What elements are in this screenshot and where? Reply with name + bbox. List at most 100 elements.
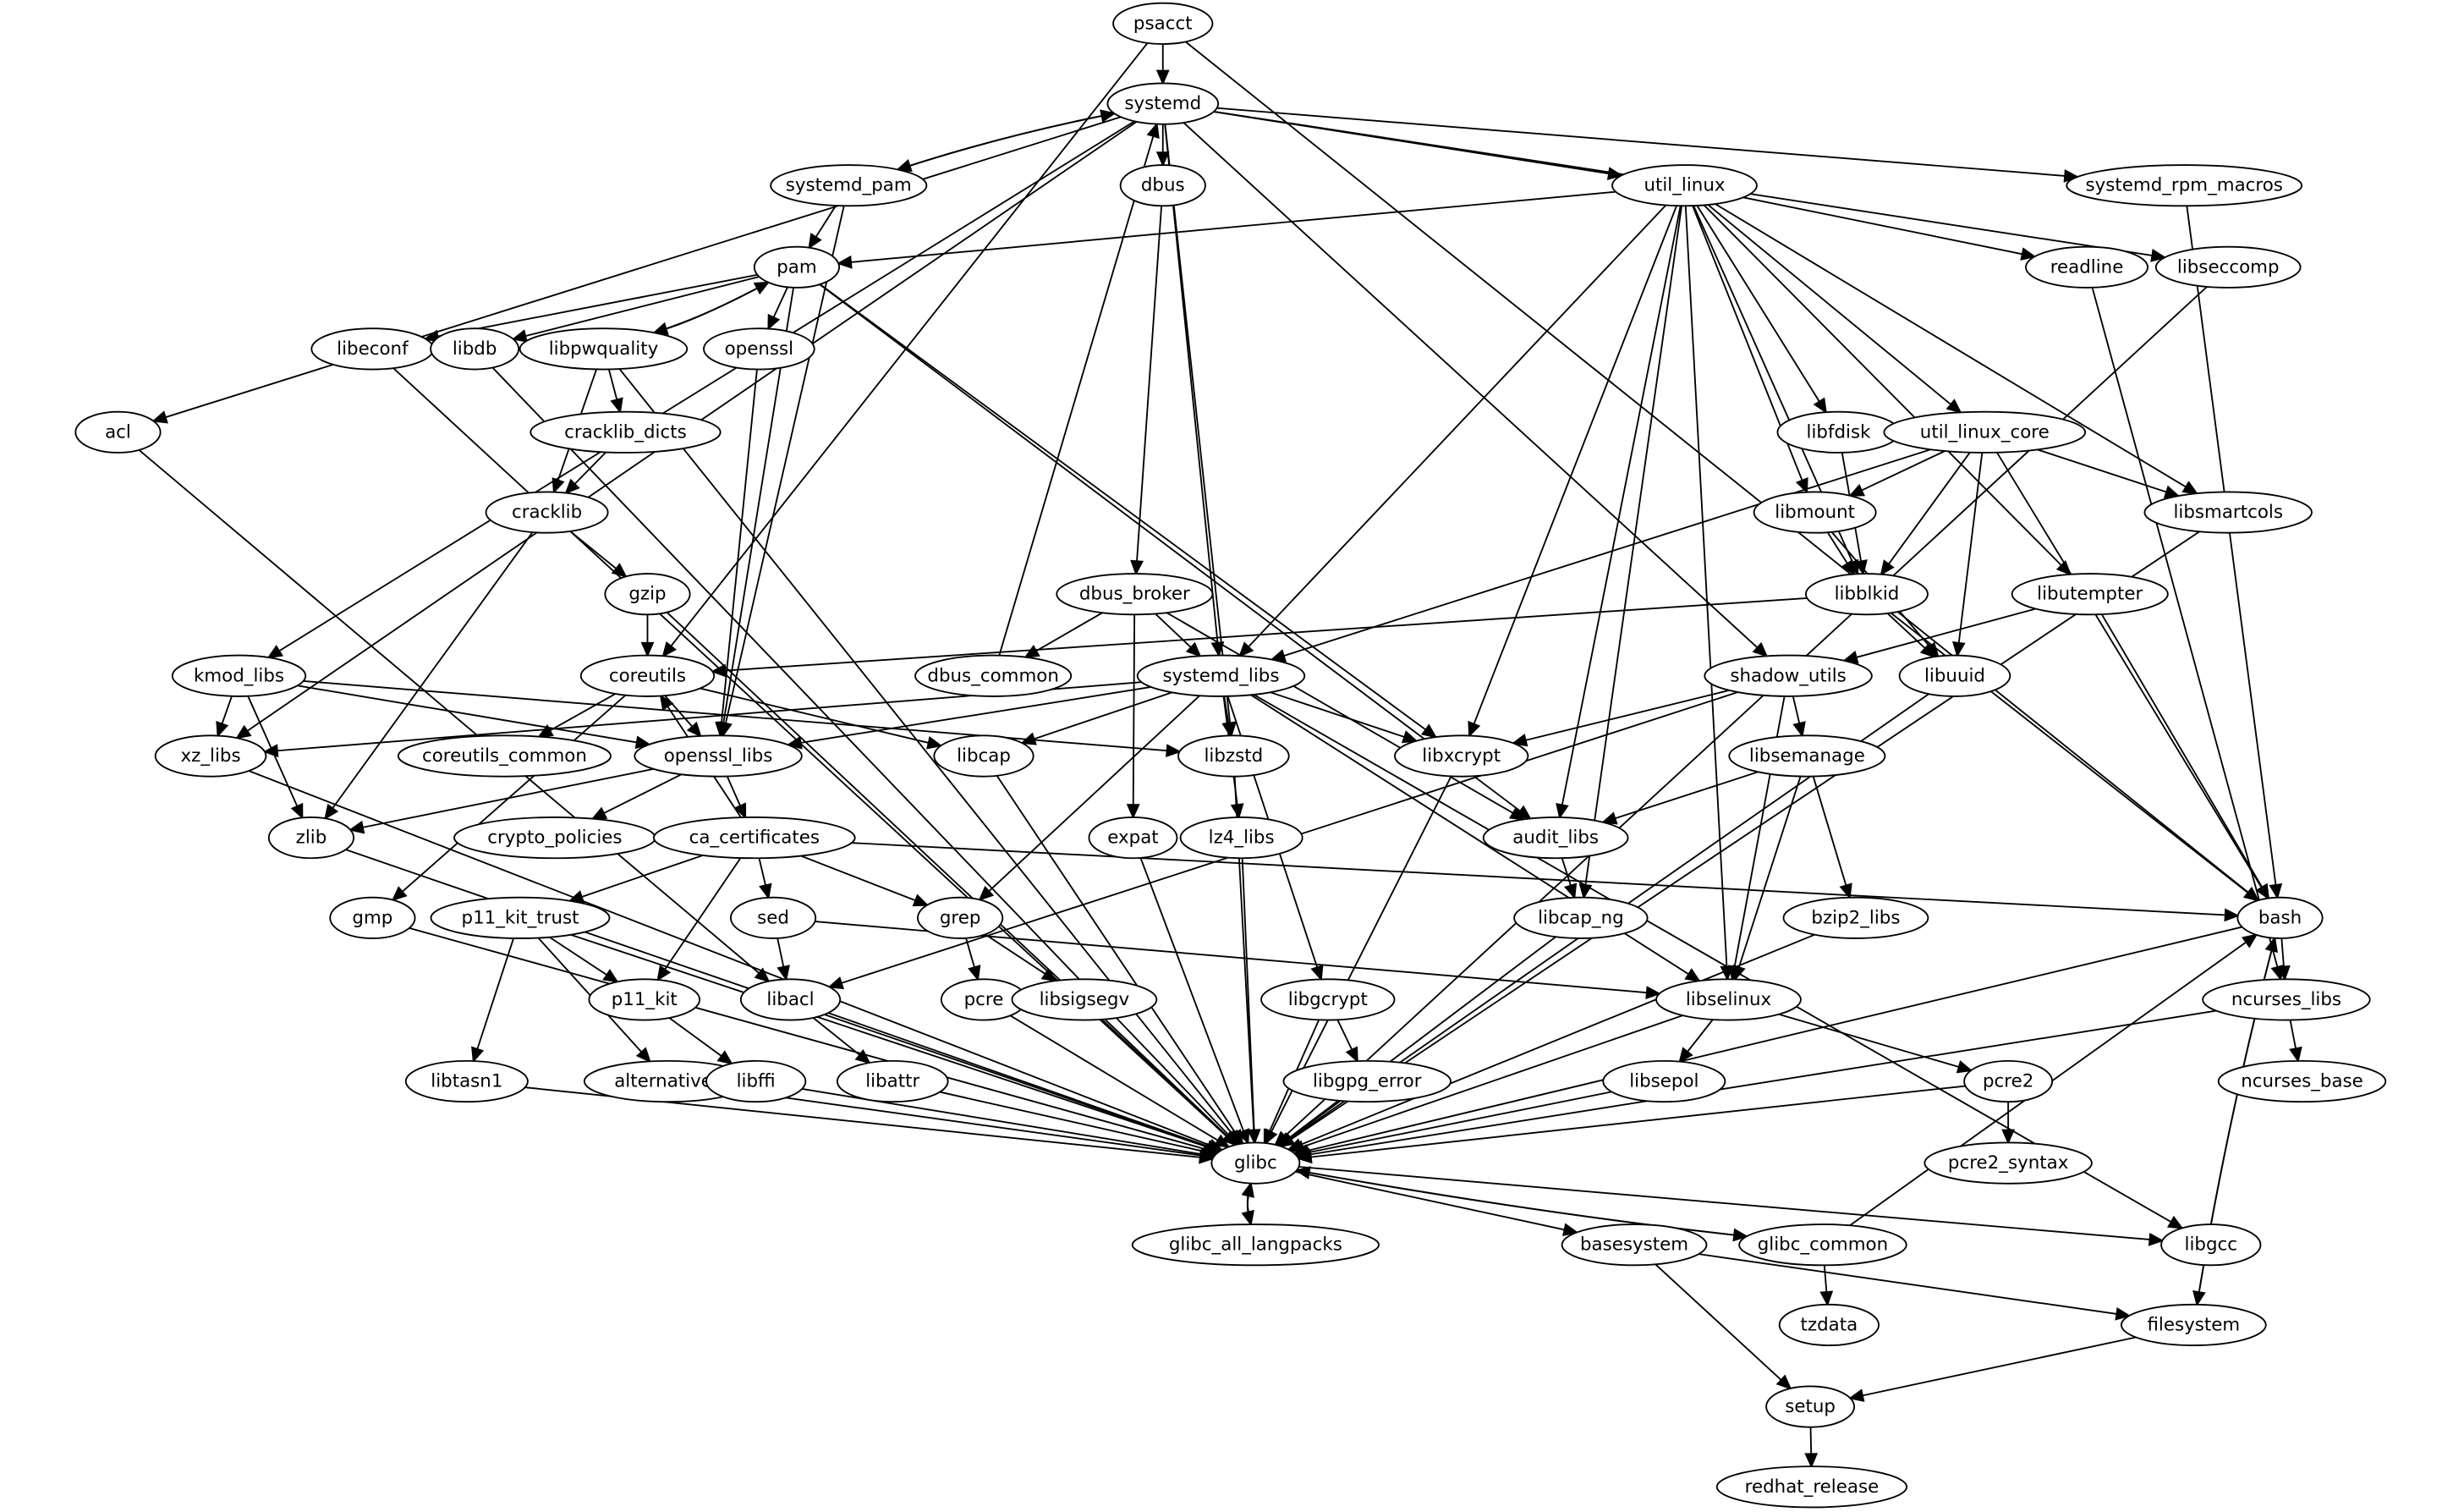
arrowhead-icon bbox=[1126, 804, 1140, 820]
node-label: p11_kit_trust bbox=[462, 907, 579, 928]
node-ellipse bbox=[1883, 410, 2087, 454]
arrowhead-icon bbox=[2242, 933, 2258, 948]
node-pam: pam bbox=[753, 245, 841, 289]
edge-ca-certificates-to-p11-kit-trust bbox=[568, 854, 704, 904]
node-alternatives: alternatives bbox=[583, 1059, 753, 1103]
node-label: libsemanage bbox=[1749, 745, 1865, 767]
edge-pcre2-to-pcre2-syntax bbox=[2001, 1102, 2016, 1145]
node-label: libgcrypt bbox=[1288, 989, 1368, 1010]
edge-util-linux-to-readline bbox=[1742, 196, 2037, 261]
edge-line bbox=[402, 694, 627, 893]
edge-line bbox=[248, 770, 1211, 1146]
node-ellipse bbox=[329, 896, 416, 939]
edge-coreutils-to-libcap bbox=[700, 687, 943, 750]
node-label: libmount bbox=[1775, 502, 1855, 523]
edge-systemd-rpm-macros-to-bash bbox=[2186, 206, 2283, 900]
edge-systemd-libs-to-libselinux bbox=[1250, 694, 1701, 982]
edge-kmod-libs-to-xz-libs bbox=[216, 696, 233, 738]
edge-shadow-utils-to-libsemanage bbox=[1792, 696, 1806, 738]
edge-line bbox=[988, 695, 1200, 892]
arrowhead-icon bbox=[1956, 1060, 1973, 1074]
arrowhead-icon bbox=[1420, 723, 1438, 739]
node-label: acl bbox=[105, 421, 131, 443]
node-label: ncurses_libs bbox=[2231, 989, 2341, 1010]
arrowhead-icon bbox=[656, 965, 672, 981]
node-ellipse bbox=[1282, 1059, 1452, 1103]
node-ellipse bbox=[530, 410, 722, 454]
node-label: systemd_pam bbox=[786, 175, 912, 196]
node-label: psacct bbox=[1133, 13, 1193, 34]
edge-dbus-broker-to-audit-libs bbox=[1166, 612, 1526, 821]
edge-psacct-to-systemd bbox=[1155, 44, 1170, 85]
arrowhead-icon bbox=[635, 1047, 651, 1064]
arrowhead-icon bbox=[1221, 1130, 1238, 1146]
node-pcre2: pcre2 bbox=[1963, 1059, 2054, 1103]
node-ellipse bbox=[753, 245, 841, 289]
edge-libgcrypt-to-libgpg-error bbox=[1336, 1019, 1358, 1064]
edge-line bbox=[819, 283, 1521, 812]
node-label: alternatives bbox=[614, 1071, 722, 1092]
node-ellipse bbox=[2160, 1223, 2262, 1267]
edge-basesystem-to-setup bbox=[1655, 1263, 1792, 1390]
node-ellipse bbox=[485, 491, 609, 534]
edge-line bbox=[851, 842, 2225, 916]
node-ellipse bbox=[588, 978, 701, 1021]
node-libblkid: libblkid bbox=[1804, 573, 1929, 616]
node-ellipse bbox=[1738, 1223, 1907, 1267]
arrowhead-icon bbox=[1645, 986, 1662, 999]
edge-line bbox=[664, 695, 694, 728]
node-p11-kit-trust: p11_kit_trust bbox=[430, 896, 611, 939]
arrowhead-icon bbox=[1813, 397, 1828, 415]
node-ellipse bbox=[836, 1059, 949, 1103]
arrowhead-icon bbox=[1100, 109, 1117, 123]
node-cracklib-dicts: cracklib_dicts bbox=[530, 410, 722, 454]
node-label: setup bbox=[1785, 1396, 1836, 1417]
node-label: bash bbox=[2258, 907, 2302, 928]
node-libffi: libffi bbox=[705, 1059, 807, 1103]
node-ellipse bbox=[74, 410, 162, 454]
edge-line bbox=[618, 368, 1233, 1135]
node-coreutils: coreutils bbox=[579, 654, 716, 697]
arrowhead-icon bbox=[716, 1050, 733, 1065]
edge-grep-to-pcre bbox=[965, 937, 981, 981]
arrowhead-icon bbox=[1562, 1223, 1579, 1236]
node-dbus-broker: dbus_broker bbox=[1056, 573, 1214, 616]
edge-ca-certificates-to-sed bbox=[758, 858, 772, 900]
edge-gmp-to-glibc bbox=[409, 926, 1220, 1156]
node-label: libselinux bbox=[1686, 989, 1771, 1010]
node-util-linux: util_linux bbox=[1611, 164, 1758, 207]
edge-line bbox=[1183, 122, 1759, 649]
edge-pcre2-to-glibc bbox=[1296, 1085, 1966, 1164]
edge-libpwquality-to-cracklib-dicts bbox=[607, 369, 623, 414]
arrowhead-icon bbox=[2148, 1233, 2165, 1246]
edge-line bbox=[1778, 1013, 1960, 1068]
edge-p11-kit-to-libffi bbox=[668, 1017, 733, 1065]
node-label: gzip bbox=[628, 584, 666, 605]
node-ellipse bbox=[933, 734, 1034, 778]
node-libsigsegv: libsigsegv bbox=[1011, 978, 1158, 1021]
arrowhead-icon bbox=[1263, 1128, 1276, 1146]
edge-lz4-libs-to-glibc bbox=[1241, 858, 1261, 1145]
edge-util-linux-core-to-libsmartcols bbox=[2037, 448, 2181, 498]
edge-line bbox=[1164, 124, 1232, 723]
node-label: cracklib_dicts bbox=[564, 421, 687, 443]
edge-bzip2-libs-to-glibc bbox=[1287, 933, 1815, 1152]
node-dbus-common: dbus_common bbox=[914, 654, 1073, 697]
edge-line bbox=[1715, 203, 2187, 488]
node-ellipse bbox=[1106, 82, 1220, 125]
node-label: libeconf bbox=[337, 338, 409, 360]
node-label: libattr bbox=[865, 1071, 919, 1092]
edge-systemd-pam-to-pam bbox=[808, 205, 837, 250]
node-ellipse bbox=[1482, 816, 1629, 860]
edge-dbus-common-to-systemd bbox=[998, 122, 1160, 656]
node-label: lz4_libs bbox=[1209, 827, 1275, 849]
edge-setup-to-redhat-release bbox=[1804, 1427, 1819, 1469]
edge-pam-to-openssl bbox=[767, 286, 788, 331]
node-ellipse bbox=[1177, 734, 1290, 778]
edge-libmount-to-libblkid bbox=[1826, 531, 1856, 576]
edge-dbus-to-dbus-broker bbox=[1130, 206, 1163, 576]
edge-line bbox=[1826, 531, 1848, 564]
node-label: glibc_all_langpacks bbox=[1169, 1234, 1342, 1256]
node-label: util_linux_core bbox=[1920, 421, 2050, 443]
